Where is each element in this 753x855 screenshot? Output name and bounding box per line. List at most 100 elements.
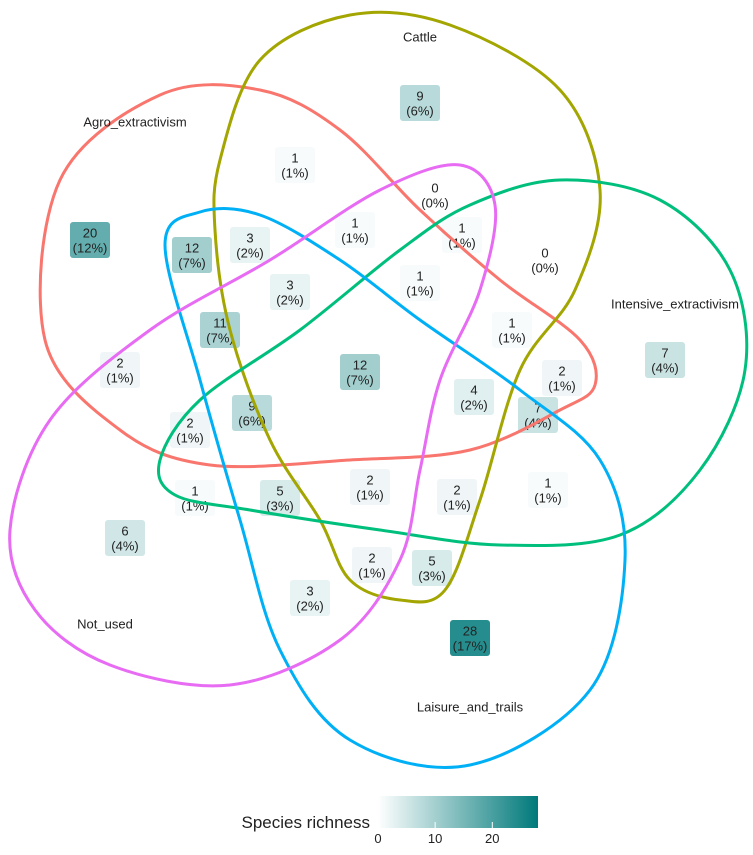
region-count: 1 [291, 150, 298, 165]
region-count: 12 [353, 357, 367, 372]
colorbar-tick-label: 10 [428, 831, 442, 846]
set-label: Laisure_and_trails [417, 699, 524, 714]
region-count: 28 [463, 623, 477, 638]
set-label: Not_used [77, 616, 133, 631]
region-percent: (7%) [206, 330, 233, 345]
region-count: 5 [428, 553, 435, 568]
region-percent: (7%) [346, 372, 373, 387]
region-box [645, 342, 685, 378]
region-count: 9 [416, 88, 423, 103]
region-count: 2 [368, 550, 375, 565]
region-percent: (1%) [443, 497, 470, 512]
region-percent: (2%) [460, 397, 487, 412]
region-percent: (1%) [358, 565, 385, 580]
region-box [412, 550, 452, 586]
region-percent: (1%) [534, 490, 561, 505]
set-label: Agro_extractivism [83, 114, 186, 129]
region-count: 1 [508, 315, 515, 330]
region-count: 11 [213, 315, 227, 330]
region-box [200, 312, 240, 348]
region-percent: (1%) [341, 230, 368, 245]
set-label: Intensive_extractivism [611, 296, 739, 311]
region-box [400, 85, 440, 121]
region-count: 1 [544, 475, 551, 490]
region-percent: (4%) [651, 360, 678, 375]
region-percent: (1%) [406, 283, 433, 298]
region-box [400, 265, 440, 301]
region-box [437, 479, 477, 515]
region-count: 3 [306, 583, 313, 598]
set-outline [163, 207, 627, 769]
region-count: 6 [121, 523, 128, 538]
region-count: 5 [276, 483, 283, 498]
region-box [525, 242, 565, 278]
region-box [270, 274, 310, 310]
region-count: 0 [431, 180, 438, 195]
region-percent: (7%) [178, 255, 205, 270]
set-outline [8, 163, 498, 688]
region-percent: (1%) [106, 370, 133, 385]
region-count: 2 [558, 363, 565, 378]
region-percent: (12%) [73, 240, 108, 255]
region-percent: (17%) [453, 638, 488, 653]
region-percent: (1%) [448, 235, 475, 250]
region-count: 0 [541, 245, 548, 260]
region-count: 1 [458, 220, 465, 235]
region-percent: (3%) [266, 498, 293, 513]
region-box [275, 147, 315, 183]
region-count: 12 [185, 240, 199, 255]
region-box [260, 480, 300, 516]
region-count: 3 [286, 277, 293, 292]
region-percent: (1%) [356, 487, 383, 502]
region-count: 9 [248, 398, 255, 413]
colorbar-tick-label: 20 [485, 831, 499, 846]
region-box [335, 212, 375, 248]
region-count: 2 [453, 482, 460, 497]
region-percent: (2%) [276, 292, 303, 307]
region-count: 1 [416, 268, 423, 283]
region-percent: (0%) [421, 195, 448, 210]
region-percent: (1%) [176, 430, 203, 445]
region-box [415, 177, 455, 213]
region-box [350, 469, 390, 505]
region-box [340, 354, 380, 390]
region-box [442, 217, 482, 253]
region-count: 4 [470, 382, 477, 397]
region-percent: (6%) [406, 103, 433, 118]
region-box [518, 397, 558, 433]
region-box [70, 222, 110, 258]
region-count: 2 [366, 472, 373, 487]
region-count: 3 [246, 230, 253, 245]
region-box [542, 360, 582, 396]
colorbar-tick-label: 0 [374, 831, 381, 846]
set-label: Cattle [403, 29, 437, 44]
region-percent: (0%) [531, 260, 558, 275]
region-box [528, 472, 568, 508]
region-box [172, 237, 212, 273]
region-percent: (1%) [281, 165, 308, 180]
region-count: 7 [534, 400, 541, 415]
region-box [290, 580, 330, 616]
set-outline [38, 83, 598, 469]
region-count: 1 [351, 215, 358, 230]
region-percent: (3%) [418, 568, 445, 583]
region-percent: (2%) [236, 245, 263, 260]
region-box [450, 620, 490, 656]
region-percent: (1%) [498, 330, 525, 345]
region-count: 2 [116, 355, 123, 370]
set-outline [212, 10, 602, 604]
region-percent: (2%) [296, 598, 323, 613]
region-count: 2 [186, 415, 193, 430]
colorbar [378, 796, 538, 828]
region-count: 1 [191, 483, 198, 498]
region-box [454, 379, 494, 415]
region-percent: (4%) [111, 538, 138, 553]
region-box [175, 480, 215, 516]
region-box [492, 312, 532, 348]
region-count: 20 [83, 225, 97, 240]
region-box [105, 520, 145, 556]
region-count: 7 [661, 345, 668, 360]
set-outline [156, 178, 749, 548]
region-box [230, 227, 270, 263]
